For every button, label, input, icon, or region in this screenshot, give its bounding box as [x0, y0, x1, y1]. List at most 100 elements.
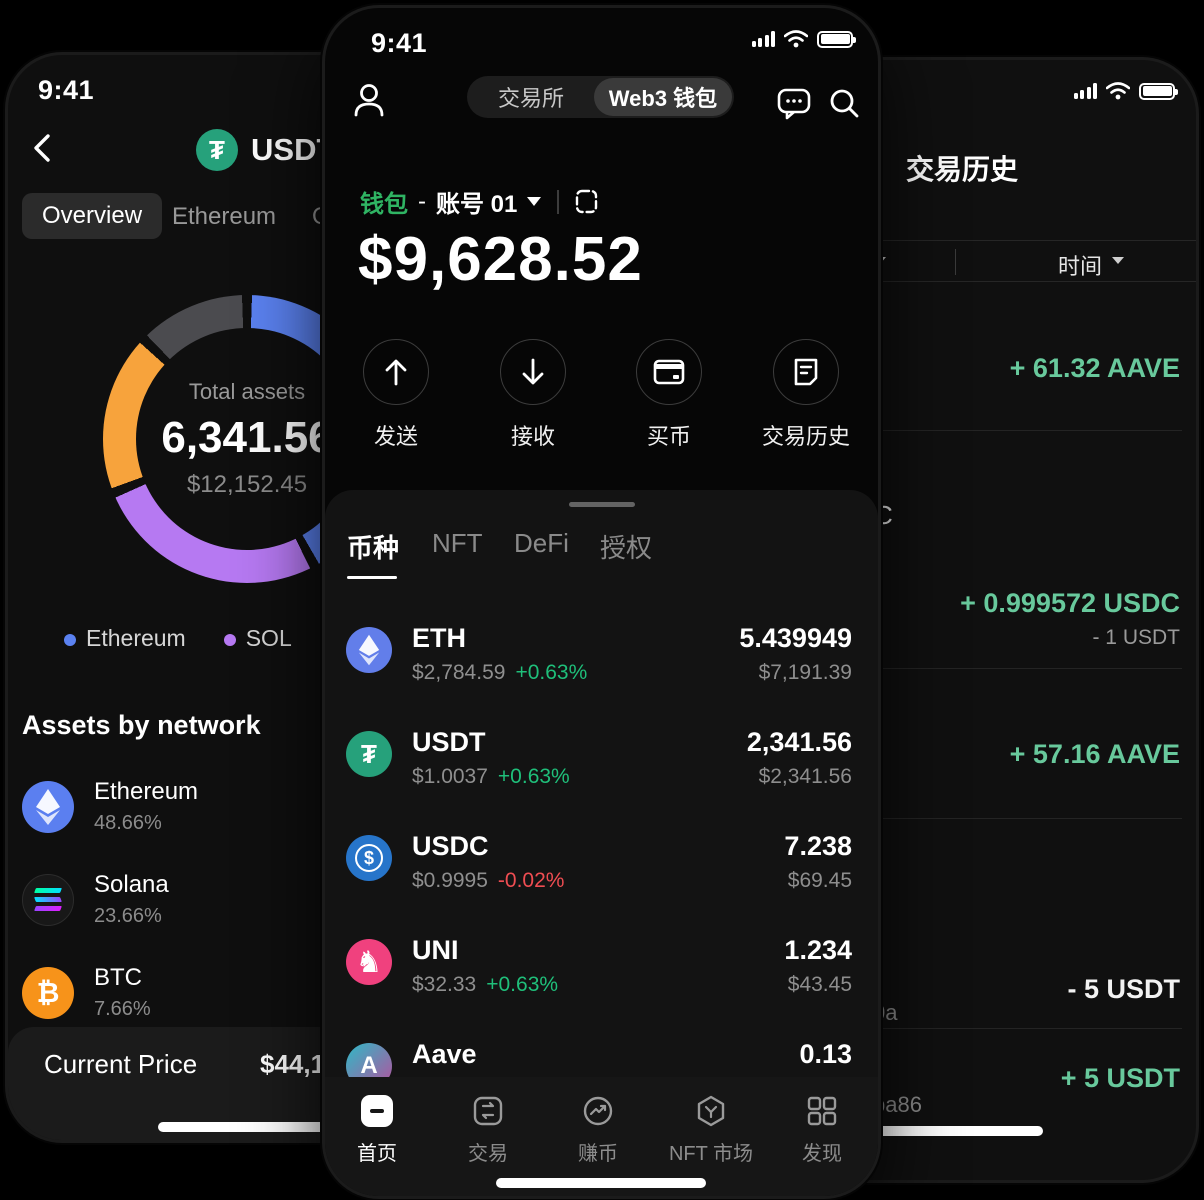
usdt-icon: ₮ [346, 731, 392, 777]
network-pct: 7.66% [94, 998, 151, 1020]
row-edge-fragment: C [874, 500, 893, 530]
legend-item: SOL [223, 625, 292, 652]
tab-overview[interactable]: Overview [22, 193, 163, 239]
back-button[interactable] [28, 131, 58, 165]
signal-icon [751, 31, 775, 47]
drag-handle[interactable] [568, 502, 635, 507]
tx-amount[interactable]: + 0.999572 USDC [960, 588, 1180, 618]
token-change: +0.63% [515, 661, 588, 684]
nav-label: 赚币 [578, 1143, 618, 1165]
action-label: 交易历史 [761, 424, 850, 449]
network-row-ethereum[interactable]: Ethereum 48.66% [22, 778, 198, 835]
buy-crypto-button[interactable]: 买币 [604, 339, 734, 451]
segmented-control[interactable]: 交易所 Web3 钱包 [467, 76, 734, 118]
legend-label: Ethereum [86, 625, 186, 651]
token-change: +0.63% [486, 973, 559, 996]
page-title: 交易历史 [906, 154, 1019, 185]
uni-icon: ♞ [346, 939, 392, 985]
token-amount: 5.439949 [739, 623, 852, 653]
account-caret-icon[interactable] [527, 197, 542, 206]
nav-nft-market[interactable]: NFT 市场 [659, 1095, 763, 1166]
time-filter[interactable]: 时间 [1058, 254, 1103, 279]
action-label: 买币 [646, 424, 691, 449]
search-icon [830, 89, 859, 118]
arrow-up-icon [363, 339, 429, 405]
tx-address-fragment: ba86 [873, 1092, 922, 1117]
donut-center-value: 6,341.56 [161, 413, 333, 462]
token-price: $0.9995 [412, 869, 488, 892]
tab-coins[interactable]: 币种 [347, 533, 400, 563]
tab-defi[interactable]: DeFi [514, 528, 569, 558]
phone-center-wallet-home: 9:41 交易所 Web3 钱包 [325, 8, 878, 1196]
token-row-eth[interactable]: ETH $2,784.59 +0.63% 5.439949 $7,191.39 [346, 613, 852, 717]
total-balance: $9,628.52 [358, 225, 643, 294]
tx-amount[interactable]: + 61.32 AAVE [1009, 353, 1180, 383]
profile-button[interactable] [352, 82, 386, 118]
token-row-usdt[interactable]: ₮ USDT $1.0037 +0.63% 2,341.56 $2,341.56 [346, 717, 852, 821]
nav-label: 交易 [468, 1143, 508, 1165]
token-row-uni[interactable]: ♞ UNI $32.33 +0.63% 1.234 $43.45 [346, 925, 852, 1029]
chat-icon [777, 88, 811, 120]
nav-trade[interactable]: 交易 [436, 1095, 540, 1166]
qr-scan-icon [576, 189, 598, 214]
status-time: 9:41 [38, 75, 95, 105]
receive-button[interactable]: 接收 [468, 339, 598, 451]
wallet-account-row[interactable]: 钱包 - 账号 01 [360, 184, 600, 219]
network-pct: 48.66% [94, 812, 162, 834]
token-name: USDC [412, 831, 489, 861]
row-edge-fragment: ) [876, 378, 884, 403]
network-row-btc[interactable]: ₿ BTC 7.66% [22, 964, 151, 1021]
token-name: ETH [412, 623, 466, 653]
token-row-usdc[interactable]: $ USDC $0.9995 -0.02% 7.238 $69.45 [346, 821, 852, 925]
filter-bar: 时间 [660, 240, 1196, 282]
status-icons [1073, 82, 1178, 100]
nav-label: NFT 市场 [668, 1143, 754, 1165]
card-icon [636, 339, 702, 405]
search-button[interactable] [828, 87, 860, 119]
legend-dot-ethereum [64, 634, 76, 646]
bottom-nav: 首页 交易 赚币 [325, 1077, 878, 1196]
nav-earn[interactable]: 赚币 [546, 1095, 650, 1166]
scan-button[interactable] [573, 188, 600, 215]
nav-home[interactable]: 首页 [325, 1095, 429, 1166]
token-price: $1.0037 [412, 765, 488, 788]
tx-amount[interactable]: + 5 USDT [1060, 1063, 1180, 1093]
divider [557, 189, 560, 214]
battery-icon [817, 30, 856, 48]
history-doc-icon [773, 339, 839, 405]
divider [660, 668, 1182, 669]
send-button[interactable]: 发送 [331, 339, 461, 451]
hidden-filter-caret-icon[interactable] [874, 257, 886, 264]
donut-center-usd: $12,152.45 [186, 471, 308, 498]
tx-amount[interactable]: + 57.16 AAVE [1009, 739, 1180, 769]
transaction-history-button[interactable]: 交易历史 [741, 339, 871, 451]
network-row-solana[interactable]: Solana 23.66% [22, 871, 169, 928]
token-value: $2,341.56 [758, 765, 852, 788]
tab-nft[interactable]: NFT [432, 528, 483, 558]
row-edge-fragment: - [875, 880, 883, 905]
token-price: $32.33 [412, 973, 477, 996]
donut-center: Total assets 6,341.56 $12,152.45 [136, 328, 358, 550]
tab-ethereum[interactable]: Ethereum [172, 203, 277, 230]
signal-icon [1073, 83, 1097, 99]
tx-amount[interactable]: - 5 USDT [1067, 974, 1180, 1004]
segment-web3-wallet[interactable]: Web3 钱包 [594, 78, 732, 116]
token-amount: 1.234 [784, 935, 852, 965]
home-indicator[interactable] [875, 1126, 1043, 1136]
ethereum-icon [22, 780, 74, 833]
token-change: -0.02% [497, 869, 565, 892]
chat-button[interactable] [777, 88, 811, 120]
wifi-icon [1106, 82, 1130, 100]
nav-discover[interactable]: 发现 [770, 1095, 874, 1166]
tab-authorizations[interactable]: 授权 [600, 533, 653, 563]
time-filter-caret-icon[interactable] [1112, 257, 1124, 264]
divider [660, 818, 1182, 819]
home-indicator[interactable] [496, 1178, 706, 1188]
asset-allocation-donut-chart: Total assets 6,341.56 $12,152.45 [103, 295, 391, 583]
token-amount: 7.238 [784, 831, 852, 861]
home-indicator[interactable] [158, 1122, 398, 1132]
token-amount: 0.13 [799, 1039, 852, 1069]
active-tab-underline [347, 576, 397, 579]
segment-exchange[interactable]: 交易所 [497, 86, 564, 111]
